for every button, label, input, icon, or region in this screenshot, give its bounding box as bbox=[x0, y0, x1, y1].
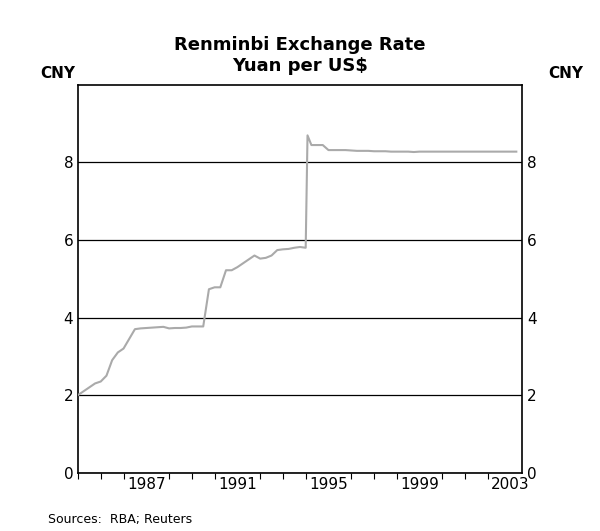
Text: CNY: CNY bbox=[548, 66, 584, 81]
Title: Renminbi Exchange Rate
Yuan per US$: Renminbi Exchange Rate Yuan per US$ bbox=[174, 36, 426, 75]
Text: Sources:  RBA; Reuters: Sources: RBA; Reuters bbox=[48, 513, 192, 526]
Text: CNY: CNY bbox=[40, 66, 75, 81]
